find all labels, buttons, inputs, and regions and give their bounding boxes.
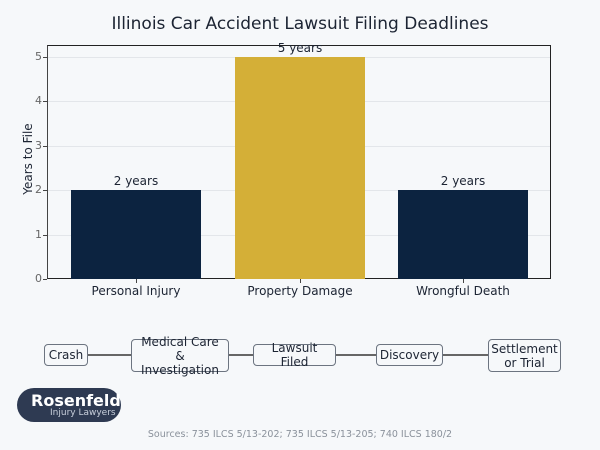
y-tick-label: 1 [35, 227, 42, 241]
flow-connector [443, 354, 488, 356]
logo-subtitle: Injury Lawyers [50, 408, 116, 418]
bar-value-label: 2 years [113, 174, 159, 189]
x-tick-mark [300, 279, 301, 283]
x-tick-label: Wrongful Death [416, 284, 510, 298]
bar-property-damage [235, 57, 365, 279]
process-step: Settlement or Trial [488, 339, 561, 372]
x-tick-label: Property Damage [247, 284, 353, 298]
flow-connector [88, 354, 131, 356]
y-tick-mark [43, 145, 47, 147]
bar-value-label: 5 years [277, 41, 323, 55]
y-tick-mark [43, 101, 47, 103]
sources-footnote: Sources: 735 ILCS 5/13-202; 735 ILCS 5/1… [147, 429, 453, 440]
flow-connector [229, 354, 253, 356]
process-step: Lawsuit Filed [253, 341, 336, 369]
y-tick-mark [43, 279, 47, 280]
flow-connector [336, 354, 376, 356]
rosenfeld-logo: Rosenfeld Injury Lawyers [17, 388, 121, 422]
process-step: Crash [44, 344, 88, 366]
bar-value-label: 2 years [440, 174, 486, 189]
bar-personal-injury [71, 190, 201, 279]
x-tick-mark [463, 279, 464, 283]
y-tick-label: 4 [35, 94, 42, 108]
y-tick-label: 3 [35, 138, 42, 152]
y-tick-mark [43, 190, 47, 192]
y-tick-mark [43, 57, 47, 58]
y-tick-label: 2 [35, 183, 42, 197]
x-tick-mark [136, 279, 137, 283]
chart-title: Illinois Car Accident Lawsuit Filing Dea… [111, 14, 489, 34]
x-tick-label: Personal Injury [91, 284, 181, 298]
process-step: Discovery [376, 344, 443, 366]
y-tick-mark [43, 234, 47, 236]
y-tick-label: 5 [35, 50, 42, 63]
bar-wrongful-death [398, 190, 528, 279]
logo-name: Rosenfeld [31, 391, 121, 410]
y-tick-label: 0 [35, 272, 42, 285]
process-step: Medical Care & Investigation [131, 335, 229, 377]
